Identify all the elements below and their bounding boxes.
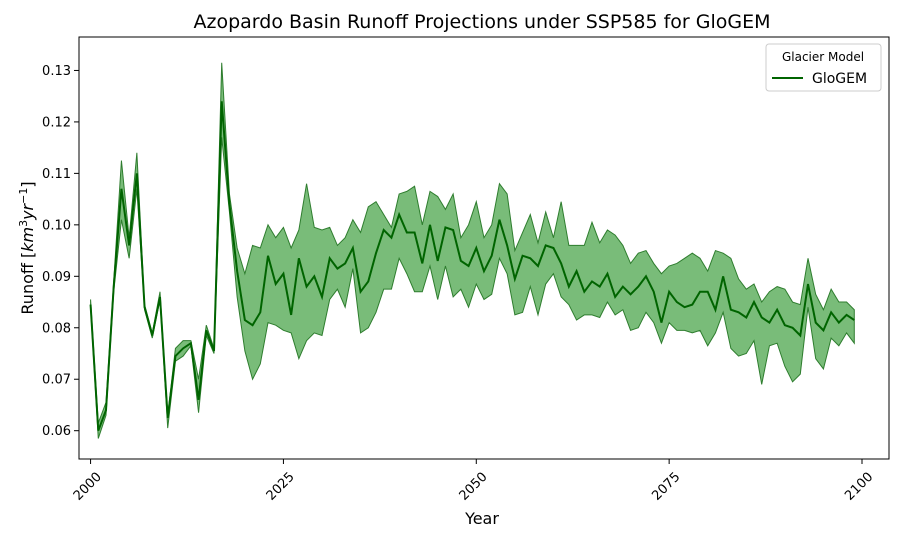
plot-area [78,36,890,460]
y-axis-label-unit-km: km [18,227,37,252]
y-axis-label-exp-3: 3 [17,220,30,227]
y-tick-label: 0.12 [42,115,71,130]
y-axis-label-exp-minus1: −1 [17,188,30,204]
legend-label-glogem: GloGEM [812,71,867,87]
y-axis-label-unit-yr: yr [18,202,37,220]
y-tick-label: 0.09 [42,270,71,285]
y-tick-label: 0.11 [42,167,71,182]
series-line-glogem [89,101,855,432]
y-tick-label: 0.08 [42,321,71,336]
y-tick-label: 0.06 [42,424,71,439]
y-axis: 0.06 0.07 0.08 0.09 0.10 0.11 0.12 0.13 [42,64,79,439]
plot-frame [78,36,890,460]
chart-title: Azopardo Basin Runoff Projections under … [194,11,771,33]
y-axis-label: Runoff [km3yr−1] [17,181,38,314]
y-axis-label-prefix: Runoff [ [18,252,37,315]
uncertainty-band [90,62,855,439]
y-tick-label: 0.13 [42,64,71,79]
legend-box [765,43,882,92]
legend: Glacier Model GloGEM [765,43,882,92]
y-tick-label: 0.07 [42,373,71,388]
legend-title: Glacier Model [782,50,864,64]
x-axis-label: Year [464,509,499,528]
y-tick-label: 0.10 [42,218,71,233]
y-axis-label-suffix: ] [18,181,37,187]
